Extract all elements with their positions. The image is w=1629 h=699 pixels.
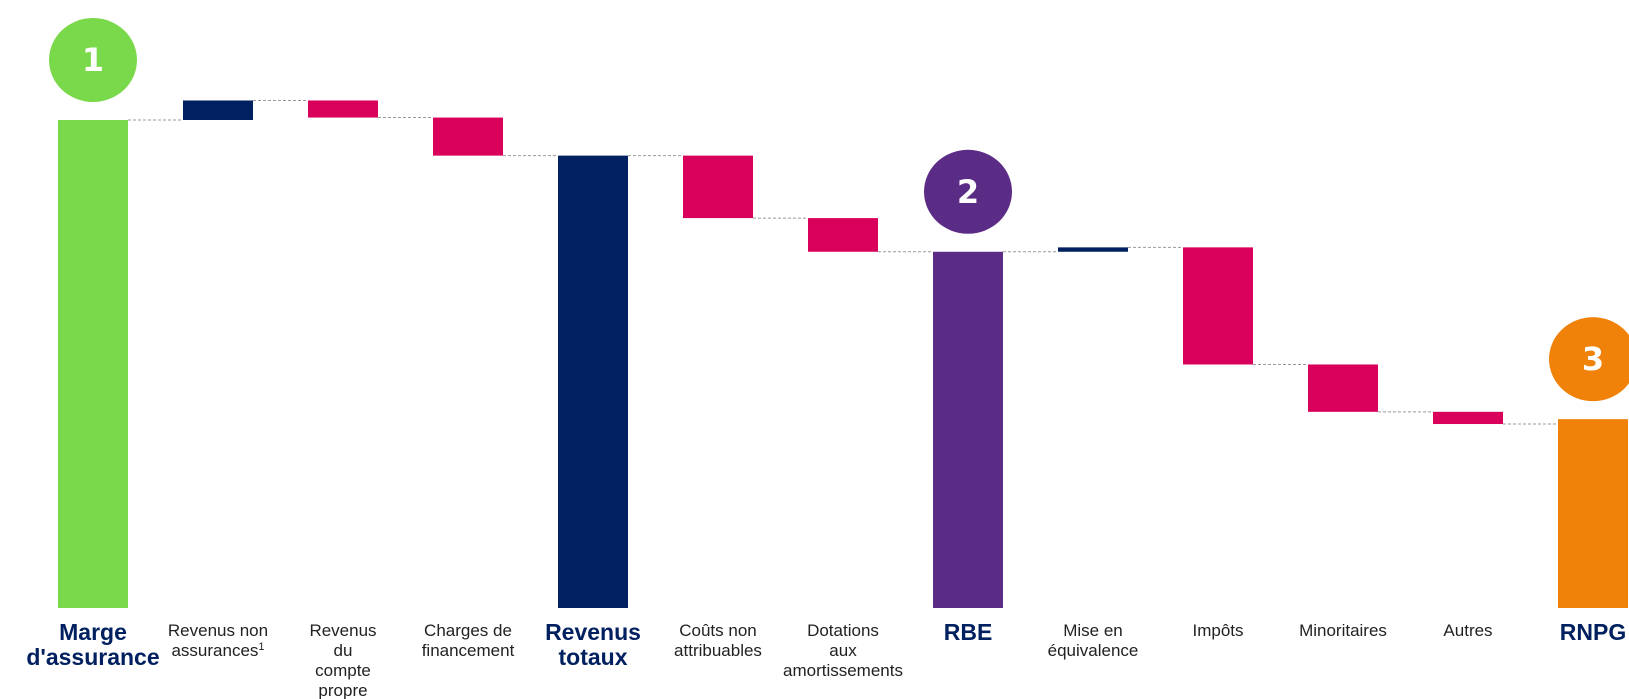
bar-rnpg [1558,419,1628,608]
category-label: Revenus du compte propre [309,621,376,699]
bar-rbe [933,251,1003,608]
category-label: Mise en équivalence [1048,621,1139,660]
badge-circle [924,149,1012,234]
bar-revenus-du-compte-propre [308,100,378,118]
badges: 1 2 3 [49,18,1629,402]
category-label: Minoritaires [1299,621,1387,640]
category-label: Impôts [1192,621,1243,640]
badge-number: 3 [1582,340,1604,378]
category-label: RNPG [1560,619,1626,645]
bar-dotations-aux-amortissements [808,218,878,252]
bar-minoritaires [1308,364,1378,412]
bar-revenus-totaux [558,155,628,608]
category-label: Revenus non assurances1 [168,621,268,660]
badge-number: 2 [957,173,979,211]
category-label: RBE [944,619,993,645]
bar-autres [1433,411,1503,425]
bar-coûts-non-attribuables [683,155,753,219]
category-label: Autres [1443,621,1492,640]
bar-marge-d-assurance [58,120,128,608]
category-label: Revenus totaux [545,619,641,670]
bar-charges-de-financement [433,117,503,156]
category-label: Marge d'assurance [26,619,159,670]
bar-mise-en-équivalence [1058,247,1128,252]
bar-impôts [1183,247,1253,365]
category-label: Charges de financement [422,621,515,660]
category-label: Coûts non attribuables [674,621,762,660]
category-label: Dotations aux amortissements [783,621,903,680]
connector-lines [128,99,1558,425]
badge-circle [1549,317,1629,402]
badge-number: 1 [82,41,104,79]
badge-circle [49,18,137,102]
bar-revenus-non-assurances [183,100,253,120]
bars [58,100,1628,608]
